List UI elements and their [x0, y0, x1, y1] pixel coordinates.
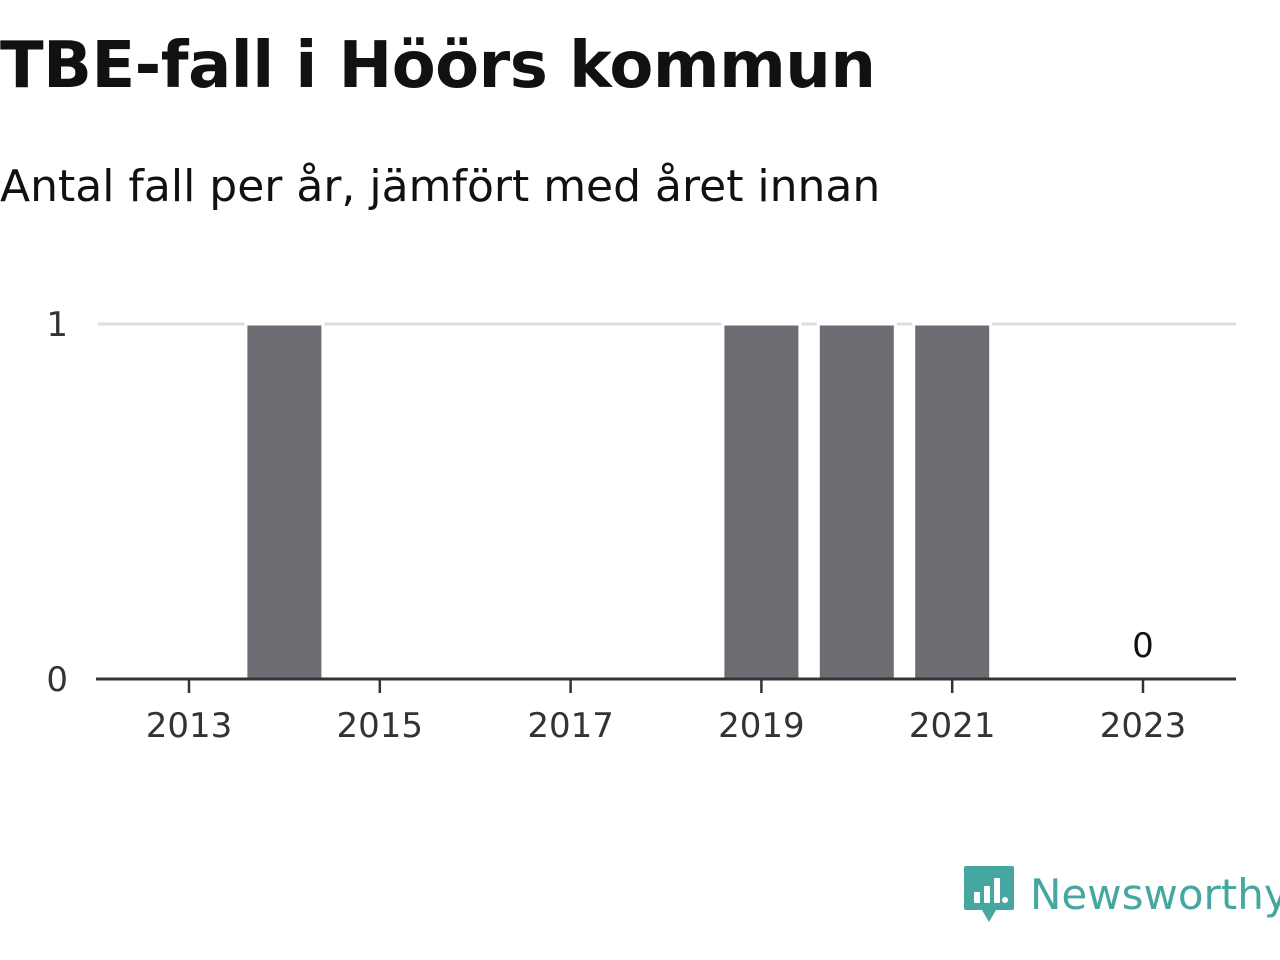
bar-2020 — [816, 322, 897, 681]
x-tick-label-2021: 2021 — [909, 706, 996, 746]
gridlines: 01 — [46, 305, 1236, 700]
bar-chart-speech-bubble-icon — [964, 866, 1014, 922]
x-tick-label-2013: 2013 — [146, 706, 233, 746]
bar-2014 — [244, 322, 325, 681]
x-tick-label-2023: 2023 — [1100, 706, 1187, 746]
bar-2019 — [721, 322, 802, 681]
newsworthy-brand: Newsworthy — [962, 862, 1280, 928]
bar-2021 — [912, 322, 993, 681]
x-axis: 2013 2015 2017 2019 2021 2023 — [96, 677, 1236, 746]
x-tick-label-2017: 2017 — [527, 706, 614, 746]
x-tick-label-2019: 2019 — [718, 706, 805, 746]
data-label-2023: 0 — [1132, 626, 1154, 666]
chart-title: TBE-fall i Höörs kommun — [0, 29, 876, 103]
chart-subtitle: Antal fall per år, jämfört med året inna… — [0, 161, 881, 212]
x-tick-label-2015: 2015 — [337, 706, 424, 746]
brand-name: Newsworthy — [1030, 870, 1280, 919]
value-labels: 0 — [1132, 626, 1154, 666]
y-tick-label-0: 0 — [46, 660, 68, 700]
y-tick-label-1: 1 — [46, 305, 68, 345]
bars — [244, 322, 993, 681]
